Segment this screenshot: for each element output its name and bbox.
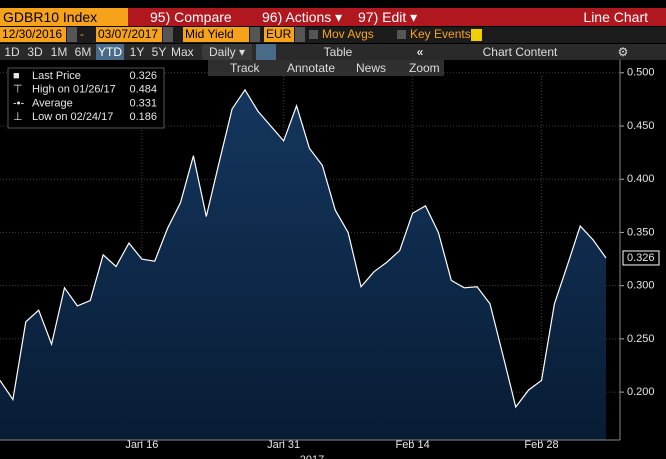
menu-item[interactable]: 97) Edit ▾ <box>358 9 418 25</box>
table-button[interactable]: Table <box>323 45 353 59</box>
calendar-icon[interactable] <box>67 27 77 42</box>
info-icon[interactable] <box>471 29 482 41</box>
collapse-button[interactable]: « <box>416 45 424 59</box>
checkbox[interactable] <box>397 30 406 39</box>
settings-icon[interactable]: ⚙ <box>617 45 629 59</box>
legend-value: 0.331 <box>129 97 157 109</box>
start-date[interactable]: 12/30/2016 <box>0 27 66 42</box>
range-button[interactable]: Max <box>171 45 194 59</box>
menu-item[interactable]: 95) Compare <box>150 9 232 25</box>
x-tick-label: Jan 31 <box>267 439 300 451</box>
legend-label: Last Price <box>32 70 81 82</box>
tool[interactable]: Zoom <box>409 61 440 75</box>
range-button[interactable]: 5Y <box>151 45 167 59</box>
view-title: Line Chart <box>583 9 648 25</box>
y-tick-label: 0.450 <box>627 120 655 132</box>
y-tick-label: 0.250 <box>627 333 655 345</box>
range-button[interactable]: 1M <box>50 45 68 59</box>
chart-content[interactable]: Chart Content <box>482 45 558 59</box>
end-date[interactable]: 03/07/2017 <box>96 27 162 42</box>
x-tick-label: Feb 28 <box>524 439 558 451</box>
line <box>0 88 607 409</box>
y-tick-label: 0.350 <box>627 226 655 238</box>
y-tick-label: 0.500 <box>627 67 655 79</box>
legend-icon: -•- <box>13 97 25 109</box>
range-button[interactable]: 1Y <box>129 45 145 59</box>
dropdown[interactable] <box>295 27 305 42</box>
chart-type-icon[interactable] <box>256 44 276 60</box>
last-value-tag <box>622 250 660 266</box>
legend-icon: ⊤ <box>13 84 23 96</box>
y-tick-label: 0.200 <box>627 386 655 398</box>
option[interactable]: Mov Avgs <box>322 27 374 41</box>
plot-area <box>0 72 620 440</box>
checkbox[interactable] <box>309 30 318 39</box>
legend-value: 0.326 <box>129 70 157 82</box>
y-tick-label: 0.300 <box>627 280 655 292</box>
range-button[interactable]: 3D <box>27 45 43 59</box>
legend-value: 0.484 <box>129 84 157 96</box>
x-axis-label: 2017 <box>300 454 324 459</box>
toolbar <box>0 44 666 60</box>
x-tick-label: Jan 16 <box>125 439 158 451</box>
tool[interactable]: News <box>356 61 387 75</box>
separator: - <box>80 27 84 41</box>
range-button[interactable]: 6M <box>74 45 92 59</box>
calendar-icon[interactable] <box>163 27 173 42</box>
tools-bar <box>208 60 444 76</box>
field-select[interactable]: Mid Yield <box>183 27 249 42</box>
area-fill <box>0 89 606 440</box>
legend-label: Average <box>32 97 73 109</box>
tool[interactable]: Track <box>230 61 260 75</box>
style-icon[interactable] <box>284 44 304 60</box>
menu-bar <box>0 8 666 26</box>
last-value-label: 0.326 <box>627 252 655 264</box>
tool[interactable]: Annotate <box>287 61 336 75</box>
legend-value: 0.186 <box>129 111 157 123</box>
legend-icon: ⊥ <box>13 111 23 123</box>
x-tick-label: Feb 14 <box>395 439 429 451</box>
y-tick-label: 0.400 <box>627 173 655 185</box>
legend-box <box>7 67 165 129</box>
frequency[interactable]: Daily ▾ <box>202 44 252 60</box>
dropdown[interactable] <box>250 27 260 42</box>
range-button[interactable]: 1D <box>4 45 20 59</box>
ticker[interactable]: GDBR10 Index <box>0 8 128 26</box>
legend-label: Low on 02/24/17 <box>32 111 113 123</box>
legend-label: High on 01/26/17 <box>32 84 116 96</box>
option[interactable]: Key Events <box>410 27 471 41</box>
legend-icon: ■ <box>13 70 20 82</box>
menu-item[interactable]: 96) Actions ▾ <box>262 9 343 25</box>
range-button[interactable]: YTD <box>96 44 124 60</box>
currency[interactable]: EUR <box>264 27 294 42</box>
